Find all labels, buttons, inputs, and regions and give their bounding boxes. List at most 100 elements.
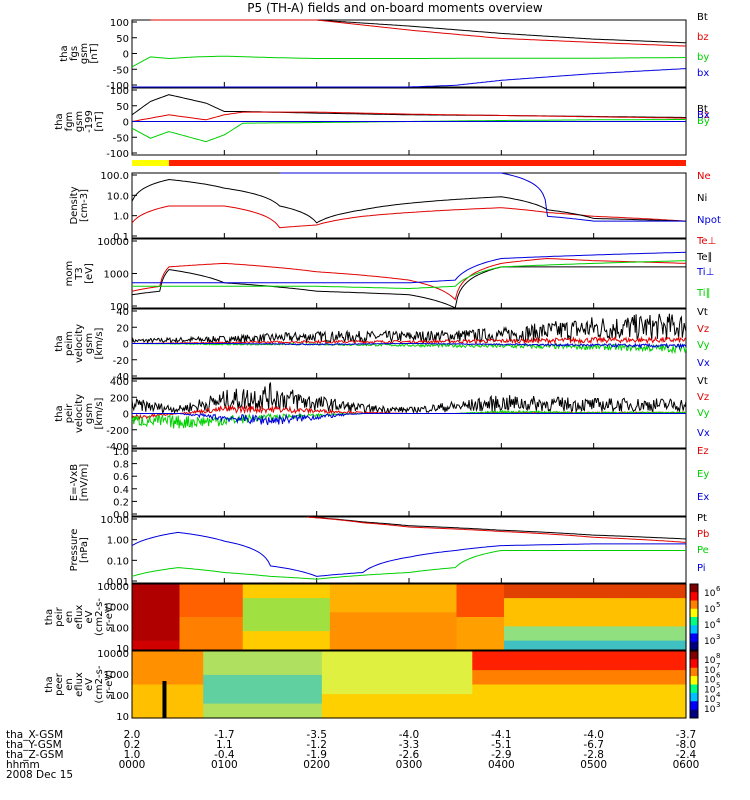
heatmap-cell bbox=[448, 670, 458, 676]
heatmap-cell bbox=[472, 640, 481, 646]
eph-value: 0600 bbox=[672, 759, 700, 771]
heatmap-cell bbox=[432, 602, 442, 609]
heatmap-cell bbox=[132, 679, 141, 686]
heatmap-cell bbox=[424, 617, 434, 623]
heatmap-cell bbox=[314, 698, 323, 705]
heatmap-cell bbox=[654, 607, 663, 613]
heatmap-cell bbox=[329, 698, 339, 705]
heatmap-cell bbox=[139, 593, 149, 599]
heatmap-cell bbox=[155, 631, 165, 637]
heatmap-cell bbox=[282, 588, 291, 594]
heatmap-cell bbox=[266, 640, 275, 646]
heatmap-cell bbox=[290, 660, 299, 666]
heatmap-cell bbox=[306, 698, 315, 705]
heatmap-cell bbox=[630, 689, 640, 695]
heatmap-cell bbox=[662, 621, 671, 627]
heatmap-cell bbox=[606, 713, 616, 719]
heatmap-cell bbox=[361, 626, 370, 632]
heatmap-cell bbox=[622, 670, 632, 676]
heatmap-cell bbox=[464, 651, 473, 657]
heatmap-cell bbox=[416, 665, 426, 671]
heatmap-cell bbox=[258, 612, 268, 618]
heatmap-cell bbox=[361, 607, 370, 613]
heatmap-cell bbox=[345, 593, 355, 599]
heatmap-cell bbox=[337, 617, 347, 623]
heatmap-cell bbox=[448, 665, 458, 671]
heatmap-cell bbox=[432, 660, 442, 666]
heatmap-cell bbox=[638, 640, 647, 646]
legend-moments_temp-Ti∥: Ti∥ bbox=[696, 288, 711, 299]
heatmap-cell bbox=[583, 645, 592, 651]
heatmap-cell bbox=[298, 674, 307, 681]
heatmap-cell bbox=[575, 588, 584, 594]
heatmap-cell bbox=[464, 626, 473, 632]
heatmap-cell bbox=[203, 635, 212, 642]
heatmap-cell bbox=[409, 602, 418, 609]
heatmap-cell bbox=[219, 694, 228, 700]
heatmap-cell bbox=[424, 588, 434, 594]
heatmap-cell bbox=[242, 584, 252, 590]
heatmap-cell bbox=[266, 684, 275, 690]
heatmap-cell bbox=[337, 655, 347, 662]
heatmap-cell bbox=[171, 617, 181, 623]
heatmap-cell bbox=[163, 660, 173, 666]
heatmap-cell bbox=[543, 621, 552, 627]
heatmap-cell bbox=[598, 621, 608, 627]
heatmap-cell bbox=[654, 602, 663, 609]
heatmap-cell bbox=[345, 588, 355, 594]
heatmap-cell bbox=[282, 598, 291, 604]
heatmap-cell bbox=[575, 651, 584, 657]
heatmap-cell bbox=[622, 694, 632, 700]
heatmap-cell bbox=[250, 655, 260, 662]
eph-value: -2.4 bbox=[675, 749, 697, 761]
heatmap-cell bbox=[377, 651, 386, 657]
heatmap-cell bbox=[147, 588, 157, 594]
heatmap-cell bbox=[219, 674, 228, 681]
heatmap-cell bbox=[464, 670, 473, 676]
heatmap-cell bbox=[583, 640, 592, 646]
heatmap-cell bbox=[219, 588, 228, 594]
heatmap-cell bbox=[401, 626, 410, 632]
heatmap-cell bbox=[432, 689, 442, 695]
heatmap-cell bbox=[567, 645, 576, 651]
eph-value: 1.1 bbox=[215, 739, 233, 751]
heatmap-cell bbox=[472, 612, 481, 618]
heatmap-cell bbox=[630, 626, 640, 632]
heatmap-cell bbox=[187, 713, 196, 719]
heatmap-cell bbox=[448, 698, 458, 705]
heatmap-cell bbox=[670, 621, 679, 627]
heatmap-cell bbox=[155, 674, 165, 681]
heatmap-cell bbox=[227, 694, 236, 700]
heatmap-cell bbox=[511, 617, 521, 623]
heatmap-cell bbox=[614, 645, 624, 651]
heatmap-cell bbox=[440, 588, 450, 594]
heatmap-cell bbox=[329, 689, 339, 695]
heatmap-cell bbox=[250, 617, 260, 623]
heatmap-cell bbox=[298, 651, 307, 657]
heatmap-cell bbox=[211, 679, 220, 686]
heatmap-cell bbox=[606, 703, 616, 709]
heatmap-cell bbox=[662, 602, 671, 609]
heatmap-cell bbox=[424, 660, 434, 666]
heatmap-cell bbox=[480, 679, 489, 686]
heatmap-cell bbox=[424, 631, 434, 637]
plot-title: P5 (TH-A) fields and on-board moments ov… bbox=[247, 1, 543, 15]
heatmap-cell bbox=[480, 607, 489, 613]
heatmap-cell bbox=[329, 617, 339, 623]
heatmap-cell bbox=[329, 612, 339, 618]
heatmap-cell bbox=[250, 694, 260, 700]
heatmap-cell bbox=[622, 593, 632, 599]
heatmap-cell bbox=[385, 631, 394, 637]
heatmap-cell bbox=[211, 645, 220, 651]
heatmap-cell bbox=[361, 679, 370, 686]
heatmap-cell bbox=[227, 635, 236, 642]
heatmap-cell bbox=[345, 665, 355, 671]
heatmap-cell bbox=[583, 708, 592, 714]
heatmap-cell bbox=[456, 655, 465, 662]
heatmap-cell bbox=[361, 713, 370, 719]
heatmap-cell bbox=[670, 698, 679, 705]
heatmap-cell bbox=[266, 660, 275, 666]
heatmap-cell bbox=[401, 670, 410, 676]
ytick-label-fgm_bar-1: 50 bbox=[116, 102, 129, 113]
heatmap-cell bbox=[369, 645, 378, 651]
